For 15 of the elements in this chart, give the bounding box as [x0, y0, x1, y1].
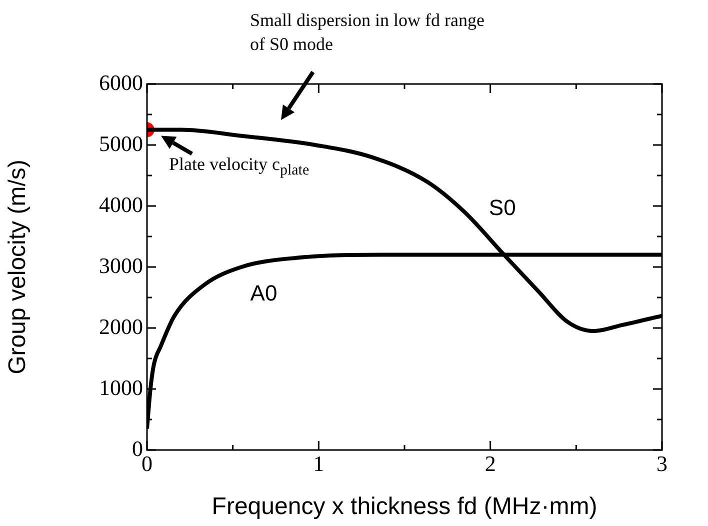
x-tick-label: 2 — [484, 450, 496, 476]
y-tick-label: 6000 — [99, 70, 143, 95]
annotation: Plate velocity c$_{plate}$ — [169, 152, 310, 180]
text: Small dispersion in low fd range of S0 mode — [250, 9, 486, 56]
x-tick-label: 3 — [656, 450, 668, 476]
y-axis-title: Group velocity (m/s) — [4, 160, 32, 374]
y-tick-label: 5000 — [99, 130, 143, 156]
y-tick-label: 2000 — [99, 314, 143, 339]
series-label: S0 — [488, 195, 516, 220]
x-axis-title: Frequency x thickness fd (MHz·mm) — [212, 493, 598, 520]
x-tick-label: 1 — [313, 450, 324, 476]
y-tick-label: 1000 — [99, 374, 143, 400]
series-label: A0 — [250, 280, 278, 306]
y-tick-label: 3000 — [99, 252, 143, 278]
y-tick-label: 4000 — [99, 192, 143, 217]
